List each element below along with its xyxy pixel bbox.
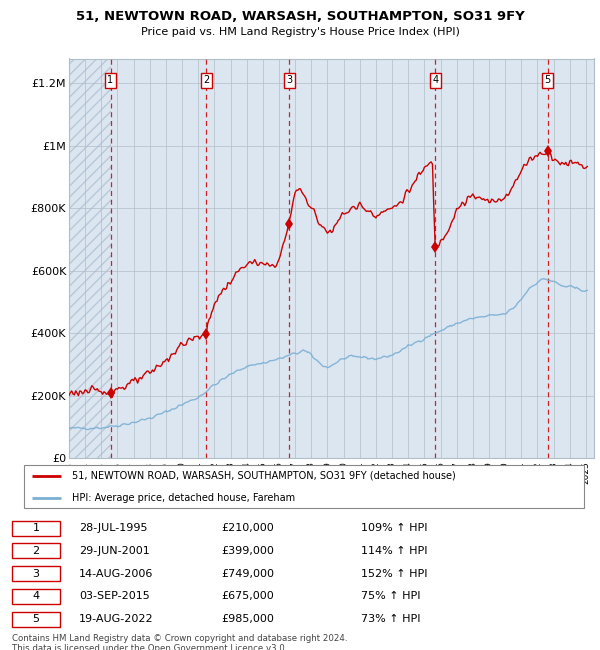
- Text: £399,000: £399,000: [221, 546, 274, 556]
- Text: £675,000: £675,000: [221, 592, 274, 601]
- Text: 109% ↑ HPI: 109% ↑ HPI: [361, 523, 428, 533]
- Text: 2: 2: [203, 75, 209, 86]
- FancyBboxPatch shape: [12, 612, 60, 627]
- Text: 1: 1: [32, 523, 40, 533]
- Text: 73% ↑ HPI: 73% ↑ HPI: [361, 614, 421, 624]
- Text: 3: 3: [286, 75, 292, 86]
- Text: 03-SEP-2015: 03-SEP-2015: [79, 592, 149, 601]
- Text: 28-JUL-1995: 28-JUL-1995: [79, 523, 148, 533]
- Text: Contains HM Land Registry data © Crown copyright and database right 2024.
This d: Contains HM Land Registry data © Crown c…: [12, 634, 347, 650]
- Text: 29-JUN-2001: 29-JUN-2001: [79, 546, 149, 556]
- Text: 4: 4: [32, 592, 40, 601]
- Text: 75% ↑ HPI: 75% ↑ HPI: [361, 592, 421, 601]
- Text: 1: 1: [107, 75, 113, 86]
- Text: HPI: Average price, detached house, Fareham: HPI: Average price, detached house, Fare…: [72, 493, 295, 503]
- Text: 5: 5: [32, 614, 40, 624]
- Text: 51, NEWTOWN ROAD, WARSASH, SOUTHAMPTON, SO31 9FY (detached house): 51, NEWTOWN ROAD, WARSASH, SOUTHAMPTON, …: [72, 471, 456, 480]
- Text: 19-AUG-2022: 19-AUG-2022: [79, 614, 154, 624]
- FancyBboxPatch shape: [12, 543, 60, 558]
- Text: Price paid vs. HM Land Registry's House Price Index (HPI): Price paid vs. HM Land Registry's House …: [140, 27, 460, 37]
- Text: 2: 2: [32, 546, 40, 556]
- Bar: [69, 58, 110, 458]
- Text: £985,000: £985,000: [221, 614, 274, 624]
- Text: 5: 5: [545, 75, 551, 86]
- FancyBboxPatch shape: [12, 521, 60, 536]
- Text: 51, NEWTOWN ROAD, WARSASH, SOUTHAMPTON, SO31 9FY: 51, NEWTOWN ROAD, WARSASH, SOUTHAMPTON, …: [76, 10, 524, 23]
- FancyBboxPatch shape: [24, 465, 584, 508]
- FancyBboxPatch shape: [12, 566, 60, 581]
- Text: 152% ↑ HPI: 152% ↑ HPI: [361, 569, 428, 578]
- Text: 3: 3: [32, 569, 40, 578]
- Text: £210,000: £210,000: [221, 523, 274, 533]
- Text: 14-AUG-2006: 14-AUG-2006: [79, 569, 154, 578]
- Text: £749,000: £749,000: [221, 569, 275, 578]
- Text: 114% ↑ HPI: 114% ↑ HPI: [361, 546, 428, 556]
- FancyBboxPatch shape: [12, 589, 60, 604]
- Text: 4: 4: [432, 75, 438, 86]
